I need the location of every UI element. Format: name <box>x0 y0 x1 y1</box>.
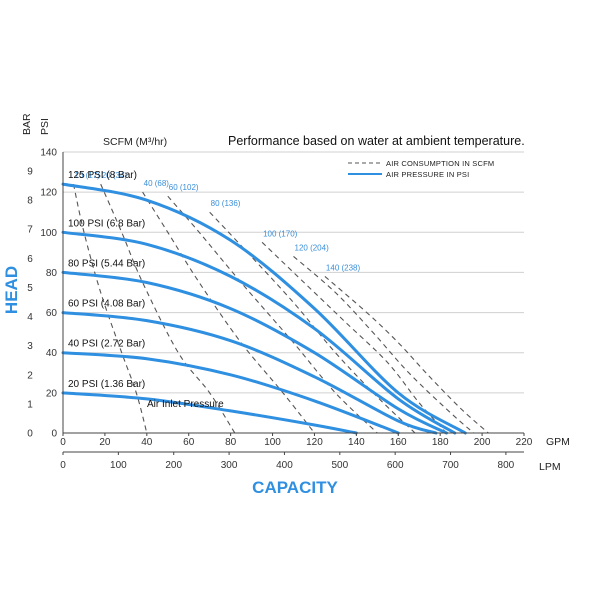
x-tick-gpm-label: 0 <box>60 437 66 448</box>
pressure-curve-125-psi <box>61 182 467 435</box>
y-tick-psi-label: 100 <box>40 228 57 239</box>
x-tick-gpm-label: 220 <box>516 437 533 448</box>
x-tick-gpm-label: 140 <box>348 437 365 448</box>
x-tick-gpm-label: 60 <box>183 437 195 448</box>
x-tick-gpm-label: 80 <box>225 437 237 448</box>
air-curve-80 <box>209 211 416 434</box>
y-tick-psi-label: 80 <box>46 268 58 279</box>
x-tick-lpm-label: 600 <box>387 460 404 471</box>
x-unit-gpm: GPM <box>546 436 570 448</box>
pressure-curve-60-psi <box>61 311 438 435</box>
y-tick-bar-label: 5 <box>27 283 33 294</box>
air-curve-label: 120 (204) <box>295 243 330 252</box>
air-curve-label: 40 (68) <box>144 179 170 188</box>
y-tick-psi-label: 60 <box>46 308 58 319</box>
air-curve-140 <box>324 275 489 434</box>
y-unit-psi: PSI <box>39 118 51 135</box>
x-tick-lpm-label: 700 <box>442 460 459 471</box>
pressure-curve-40-psi <box>61 351 400 435</box>
air-curve-label: 60 (102) <box>169 183 199 192</box>
air-curve-120 <box>293 255 475 434</box>
x-tick-gpm-label: 20 <box>99 437 111 448</box>
legend-pressure-label: AIR PRESSURE IN PSI <box>386 170 469 179</box>
air-inlet-annotation: Air Inlet Pressure <box>147 399 224 410</box>
y-tick-bar-label: 7 <box>27 225 33 236</box>
y-tick-bar-label: 8 <box>27 196 33 207</box>
y-tick-bar-label: 2 <box>27 370 33 381</box>
pressure-curve-80-psi <box>61 270 448 435</box>
y-tick-psi-label: 40 <box>46 348 58 359</box>
air-curve-label: 10 (17) <box>74 171 100 180</box>
x-tick-gpm-label: 100 <box>264 437 281 448</box>
x-axis-title: CAPACITY <box>252 478 338 497</box>
axes: 0 20 40 60 80 100 120 140 0 1 2 3 4 5 6 7 8 9 0 20 40 60 80 100… <box>27 148 533 472</box>
x-tick-lpm-label: 300 <box>221 460 238 471</box>
legend: AIR CONSUMPTION IN SCFM AIR PRESSURE IN … <box>348 159 494 179</box>
pressure-curve-label: 20 PSI (1.36 Bar) <box>68 379 145 390</box>
x-tick-gpm-label: 160 <box>390 437 407 448</box>
y-tick-bar-label: 3 <box>27 341 33 352</box>
y-axis-title: HEAD <box>2 266 21 314</box>
air-curve-10 <box>72 183 148 434</box>
x-tick-lpm-label: 400 <box>276 460 293 471</box>
x-tick-lpm-label: 800 <box>498 460 515 471</box>
y-tick-psi-label: 0 <box>51 429 57 440</box>
pressure-curve-label: 125 PSI (8 Bar) <box>68 170 137 181</box>
air-curve-100 <box>261 241 447 434</box>
air-curve-20 <box>100 183 236 434</box>
y-tick-bar-label: 4 <box>27 312 33 323</box>
pressure-curve-label: 100 PSI (6.8 Bar) <box>68 218 145 229</box>
air-curve-60 <box>167 195 378 434</box>
air-curve-label: 140 (238) <box>326 263 361 272</box>
y-tick-bar-label: 6 <box>27 254 33 265</box>
pressure-curve-label: 80 PSI (5.44 Bar) <box>68 258 145 269</box>
pressure-curve-100-psi <box>61 230 457 435</box>
x-tick-lpm-label: 100 <box>110 460 127 471</box>
x-tick-gpm-label: 40 <box>141 437 153 448</box>
x-tick-gpm-label: 120 <box>306 437 323 448</box>
x-tick-lpm-label: 0 <box>60 460 66 471</box>
pressure-curve-label: 40 PSI (2.72 Bar) <box>68 339 145 350</box>
y-tick-bar-label: 0 <box>27 429 33 440</box>
pressure-curve-20-psi <box>61 391 358 435</box>
y-tick-bar-label: 9 <box>27 166 33 177</box>
air-curve-label: 100 (170) <box>263 229 298 238</box>
air-consumption-curves <box>72 183 489 434</box>
y-tick-bar-label: 1 <box>27 399 33 410</box>
air-pressure-curves <box>61 182 467 435</box>
air-curve-40 <box>142 191 315 434</box>
x-unit-lpm: LPM <box>539 461 561 473</box>
y-tick-psi-label: 140 <box>40 148 57 159</box>
y-tick-psi-label: 20 <box>46 388 58 399</box>
legend-air-label: AIR CONSUMPTION IN SCFM <box>386 159 494 168</box>
pressure-curve-label: 60 PSI (4.08 Bar) <box>68 299 145 310</box>
x-tick-gpm-label: 200 <box>474 437 491 448</box>
air-curve-label: 20 (34) <box>102 171 128 180</box>
x-tick-lpm-label: 500 <box>331 460 348 471</box>
air-curve-label: 80 (136) <box>211 199 241 208</box>
y-tick-psi-label: 120 <box>40 188 57 199</box>
y-unit-bar: BAR <box>21 113 33 135</box>
x-tick-lpm-label: 200 <box>165 460 182 471</box>
air-unit-label: SCFM (M³/hr) <box>103 136 167 148</box>
x-tick-gpm-label: 180 <box>432 437 449 448</box>
curve-labels: 10 (17) 20 (34) 40 (68) 60 (102) 80 (136) 100… <box>68 170 361 390</box>
chart-title: Performance based on water at ambient te… <box>228 134 525 148</box>
